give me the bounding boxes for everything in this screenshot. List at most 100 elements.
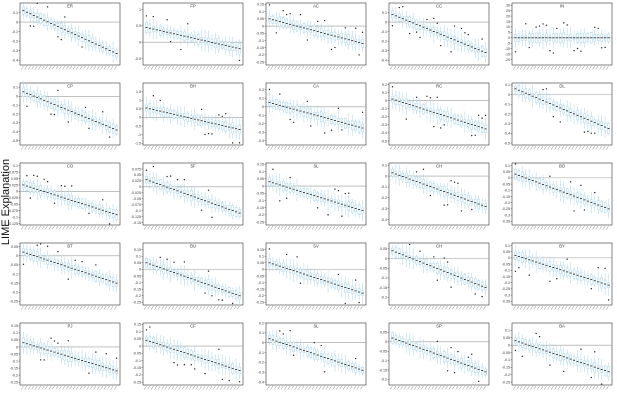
x-tick-mark	[523, 305, 526, 310]
x-tick-mark	[448, 305, 452, 310]
outlier-point	[176, 364, 179, 366]
x-tick-mark	[298, 145, 301, 150]
x-tick-mark	[103, 225, 107, 230]
x-tick-mark	[602, 305, 606, 310]
outlier-point	[67, 121, 69, 123]
outlier-point	[67, 340, 69, 342]
y-tick-label: 0.2	[382, 83, 387, 87]
y-tick-label: -0.2	[258, 294, 264, 298]
y-tick-label: -0.25	[502, 207, 510, 211]
x-tick-mark	[154, 305, 157, 310]
x-tick-mark	[561, 385, 564, 390]
panel-title: RC	[436, 84, 442, 89]
outlier-point	[187, 23, 189, 25]
x-tick-mark	[582, 305, 585, 310]
x-tick-mark	[76, 305, 79, 310]
y-tick-label: -15	[505, 52, 510, 56]
x-tick-mark	[107, 145, 110, 150]
outlier-point	[46, 6, 49, 8]
panel-frame	[511, 242, 613, 306]
y-tick-label: -0.2	[135, 373, 141, 377]
outlier-point	[436, 279, 438, 281]
x-tick-mark	[445, 65, 448, 70]
x-tick-mark	[100, 65, 103, 70]
y-tick-label: 5	[508, 31, 510, 35]
x-tick-mark	[424, 385, 428, 390]
x-tick-mark	[561, 305, 564, 310]
y-tick-label: -0.3	[12, 49, 18, 53]
x-tick-mark	[209, 145, 213, 150]
y-tick-label: 0.1	[13, 11, 18, 15]
x-tick-mark	[65, 145, 69, 150]
x-tick-mark	[441, 305, 445, 310]
outlier-point	[268, 88, 271, 91]
y-tick-label: -0.3	[381, 207, 387, 211]
panel-title: CH	[436, 244, 442, 249]
x-tick-mark	[557, 385, 561, 390]
x-tick-mark	[182, 385, 185, 390]
panel-frame	[19, 322, 121, 386]
outlier-point	[152, 95, 155, 97]
outlier-point	[341, 129, 343, 131]
x-tick-mark	[199, 385, 202, 390]
x-tick-mark	[403, 145, 407, 150]
y-tick-label: -0.3	[381, 123, 387, 127]
y-tick-label: -0.4	[381, 218, 387, 222]
x-tick-mark	[606, 145, 609, 150]
x-tick-mark	[144, 305, 147, 310]
y-tick-label: -0.25	[502, 380, 510, 384]
x-tick-mark	[291, 305, 294, 310]
outlier-point	[84, 106, 87, 109]
x-tick-mark	[226, 225, 230, 230]
x-tick-mark	[476, 145, 479, 150]
y-tick-label: -0.3	[258, 131, 264, 135]
outlier-point	[433, 256, 435, 258]
y-tick-label: -0.2	[258, 361, 264, 365]
x-tick-mark	[353, 145, 356, 150]
x-tick-mark	[547, 225, 551, 230]
y-tick-label: 0	[508, 36, 510, 40]
x-tick-mark	[103, 65, 107, 70]
x-tick-mark	[192, 65, 195, 70]
x-tick-mark	[147, 385, 151, 390]
x-tick-mark	[602, 225, 606, 230]
panel-cf: CF -0.25 -0.2 -0.15 -0.1 -0.05 0 0.05 0.1 0.15	[133, 322, 244, 390]
x-tick-mark	[171, 145, 175, 150]
x-tick-mark	[280, 225, 284, 230]
x-tick-mark	[41, 145, 45, 150]
x-tick-mark	[537, 225, 540, 230]
x-tick-mark	[171, 385, 175, 390]
outlier-point	[238, 59, 241, 62]
outlier-point	[296, 256, 298, 258]
panel-frame	[265, 2, 367, 66]
outlier-point	[102, 111, 104, 113]
x-tick-mark	[157, 65, 161, 70]
x-tick-mark	[206, 385, 209, 390]
x-tick-mark	[459, 225, 462, 230]
x-tick-mark	[554, 145, 557, 150]
x-tick-mark	[219, 305, 223, 310]
x-tick-mark	[526, 385, 530, 390]
x-tick-mark	[544, 385, 547, 390]
y-tick-label: -0.25	[133, 301, 141, 305]
outlier-point	[344, 192, 347, 195]
y-tick-label: 0	[139, 40, 141, 44]
y-tick-label: 0.05	[503, 250, 510, 254]
x-tick-mark	[438, 65, 441, 70]
x-tick-mark	[164, 65, 168, 70]
x-tick-mark	[182, 65, 185, 70]
x-tick-mark	[575, 145, 578, 150]
outlier-point	[225, 113, 227, 115]
outlier-point	[330, 48, 333, 51]
outlier-point	[26, 105, 28, 107]
x-tick-mark	[55, 65, 59, 70]
panel-title: SP	[436, 324, 442, 329]
outlier-point	[46, 180, 49, 183]
x-tick-mark	[273, 65, 277, 70]
y-tick-label: -0.2	[12, 112, 18, 116]
outlier-point	[590, 376, 593, 379]
x-tick-mark	[353, 305, 356, 310]
x-tick-mark	[516, 65, 520, 70]
x-tick-mark	[305, 65, 308, 70]
x-tick-mark	[462, 225, 466, 230]
